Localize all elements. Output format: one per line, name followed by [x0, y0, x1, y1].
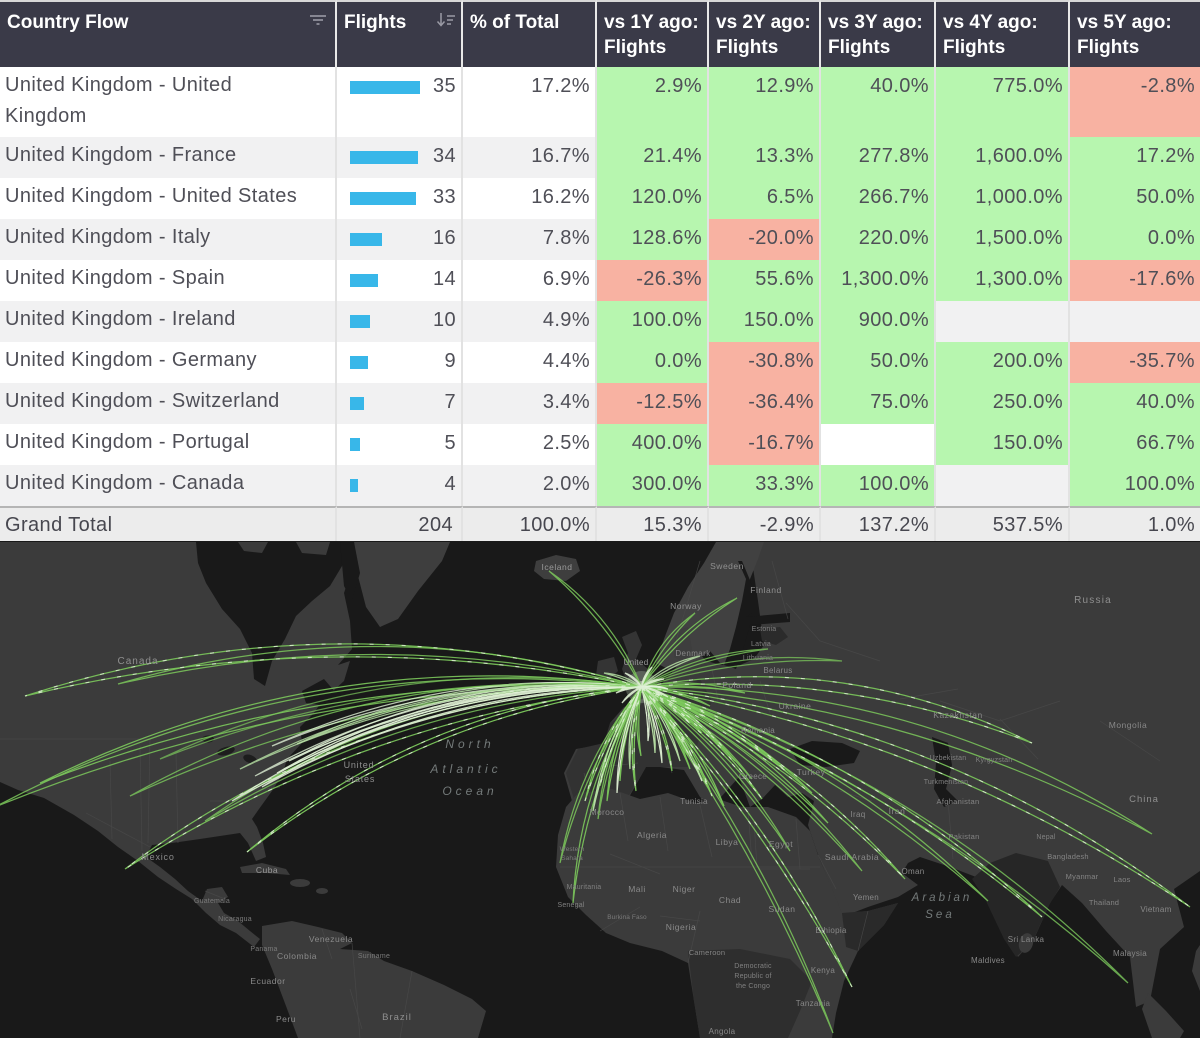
svg-text:Republic of: Republic of — [734, 973, 771, 980]
svg-text:Kenya: Kenya — [811, 966, 835, 975]
svg-text:Burkina Faso: Burkina Faso — [607, 914, 647, 921]
svg-text:Chad: Chad — [719, 895, 741, 905]
svg-text:Turkmenistan: Turkmenistan — [924, 779, 969, 786]
svg-text:Nigeria: Nigeria — [666, 922, 696, 932]
svg-text:Finland: Finland — [750, 585, 781, 595]
svg-text:Guatemala: Guatemala — [194, 898, 230, 905]
svg-text:Mali: Mali — [628, 884, 646, 894]
svg-text:Ocean: Ocean — [442, 784, 497, 798]
svg-text:Sri Lanka: Sri Lanka — [1008, 935, 1045, 944]
svg-text:Thailand: Thailand — [1089, 898, 1119, 907]
svg-text:Norway: Norway — [670, 601, 702, 611]
svg-text:Uzbekistan: Uzbekistan — [930, 755, 967, 762]
svg-text:Morocco: Morocco — [590, 807, 625, 817]
svg-text:Arabian: Arabian — [911, 892, 973, 904]
svg-text:Nepal: Nepal — [1036, 834, 1056, 841]
svg-text:Tunisia: Tunisia — [680, 797, 708, 806]
svg-text:Turkey: Turkey — [797, 767, 826, 777]
svg-text:Ecuador: Ecuador — [250, 976, 285, 986]
svg-text:Malaysia: Malaysia — [1113, 949, 1147, 958]
svg-text:China: China — [1129, 794, 1159, 805]
svg-text:Panama: Panama — [250, 946, 277, 953]
svg-text:Poland: Poland — [722, 680, 751, 690]
svg-text:United: United — [344, 760, 375, 770]
svg-text:Cuba: Cuba — [256, 865, 278, 875]
svg-text:Iran: Iran — [889, 806, 906, 816]
svg-text:Denmark: Denmark — [675, 649, 711, 658]
svg-text:Estonia: Estonia — [752, 626, 777, 633]
svg-text:Algeria: Algeria — [637, 830, 667, 840]
svg-text:Angola: Angola — [709, 1027, 736, 1036]
svg-text:Vietnam: Vietnam — [1140, 905, 1171, 914]
svg-text:Canada: Canada — [117, 656, 158, 667]
svg-text:Mongolia: Mongolia — [1109, 720, 1148, 730]
svg-text:Kazakhstan: Kazakhstan — [933, 710, 982, 720]
svg-text:Democratic: Democratic — [734, 963, 772, 970]
svg-text:Latvia: Latvia — [751, 641, 771, 648]
svg-text:Libya: Libya — [716, 837, 739, 847]
svg-text:Nicaragua: Nicaragua — [218, 916, 252, 923]
svg-text:Western: Western — [560, 846, 585, 853]
svg-text:Atlantic: Atlantic — [429, 762, 501, 776]
svg-text:Iraq: Iraq — [851, 810, 866, 819]
svg-text:Saudi Arabia: Saudi Arabia — [825, 852, 879, 862]
svg-text:Peru: Peru — [276, 1014, 296, 1024]
svg-text:Lithuania: Lithuania — [743, 655, 773, 662]
svg-text:Ethiopia: Ethiopia — [815, 926, 847, 935]
svg-text:Russia: Russia — [1074, 595, 1112, 606]
svg-text:Mauritania: Mauritania — [567, 884, 602, 891]
svg-text:States: States — [345, 774, 375, 784]
svg-text:Colombia: Colombia — [277, 951, 317, 961]
svg-text:Laos: Laos — [1113, 875, 1130, 884]
svg-text:United: United — [624, 658, 649, 667]
svg-text:Sea: Sea — [925, 909, 954, 921]
svg-text:Venezuela: Venezuela — [309, 934, 353, 944]
svg-text:Tanzania: Tanzania — [796, 999, 831, 1008]
svg-text:Egypt: Egypt — [769, 839, 793, 849]
svg-text:Maldives: Maldives — [971, 956, 1005, 965]
svg-text:Yemen: Yemen — [853, 893, 879, 902]
svg-text:Kyrgyzstan: Kyrgyzstan — [976, 757, 1013, 764]
svg-text:Cameroon: Cameroon — [689, 948, 726, 957]
svg-text:Sudan: Sudan — [768, 904, 795, 914]
svg-text:Pakistan: Pakistan — [948, 832, 979, 841]
svg-text:the Congo: the Congo — [736, 983, 770, 990]
svg-text:Niger: Niger — [673, 884, 696, 894]
svg-text:North: North — [445, 737, 494, 751]
svg-text:Greece: Greece — [739, 772, 767, 781]
svg-text:Suriname: Suriname — [358, 953, 390, 960]
svg-text:Sahara: Sahara — [561, 855, 583, 862]
svg-text:Mexico: Mexico — [141, 852, 174, 862]
svg-text:Sweden: Sweden — [710, 561, 744, 571]
svg-text:Iceland: Iceland — [542, 562, 573, 572]
svg-text:Senegal: Senegal — [557, 902, 584, 909]
svg-text:Bangladesh: Bangladesh — [1047, 852, 1089, 861]
svg-text:Belarus: Belarus — [763, 666, 792, 675]
svg-text:Brazil: Brazil — [382, 1012, 412, 1023]
svg-text:Myanmar: Myanmar — [1066, 872, 1099, 881]
svg-text:Afghanistan: Afghanistan — [937, 797, 980, 806]
svg-text:Ukraine: Ukraine — [779, 701, 812, 711]
svg-text:Oman: Oman — [902, 867, 925, 876]
svg-text:Romania: Romania — [741, 726, 775, 735]
